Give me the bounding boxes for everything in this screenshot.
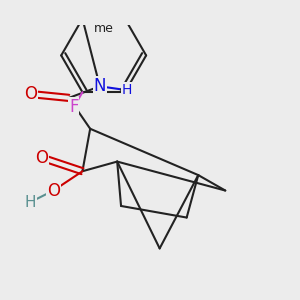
Text: me: me [94, 22, 114, 35]
Text: H: H [122, 83, 132, 97]
Text: N: N [94, 77, 106, 95]
Text: O: O [47, 182, 60, 200]
Text: O: O [35, 149, 48, 167]
Text: H: H [25, 195, 36, 210]
Text: F: F [69, 98, 79, 116]
Text: O: O [24, 85, 37, 103]
